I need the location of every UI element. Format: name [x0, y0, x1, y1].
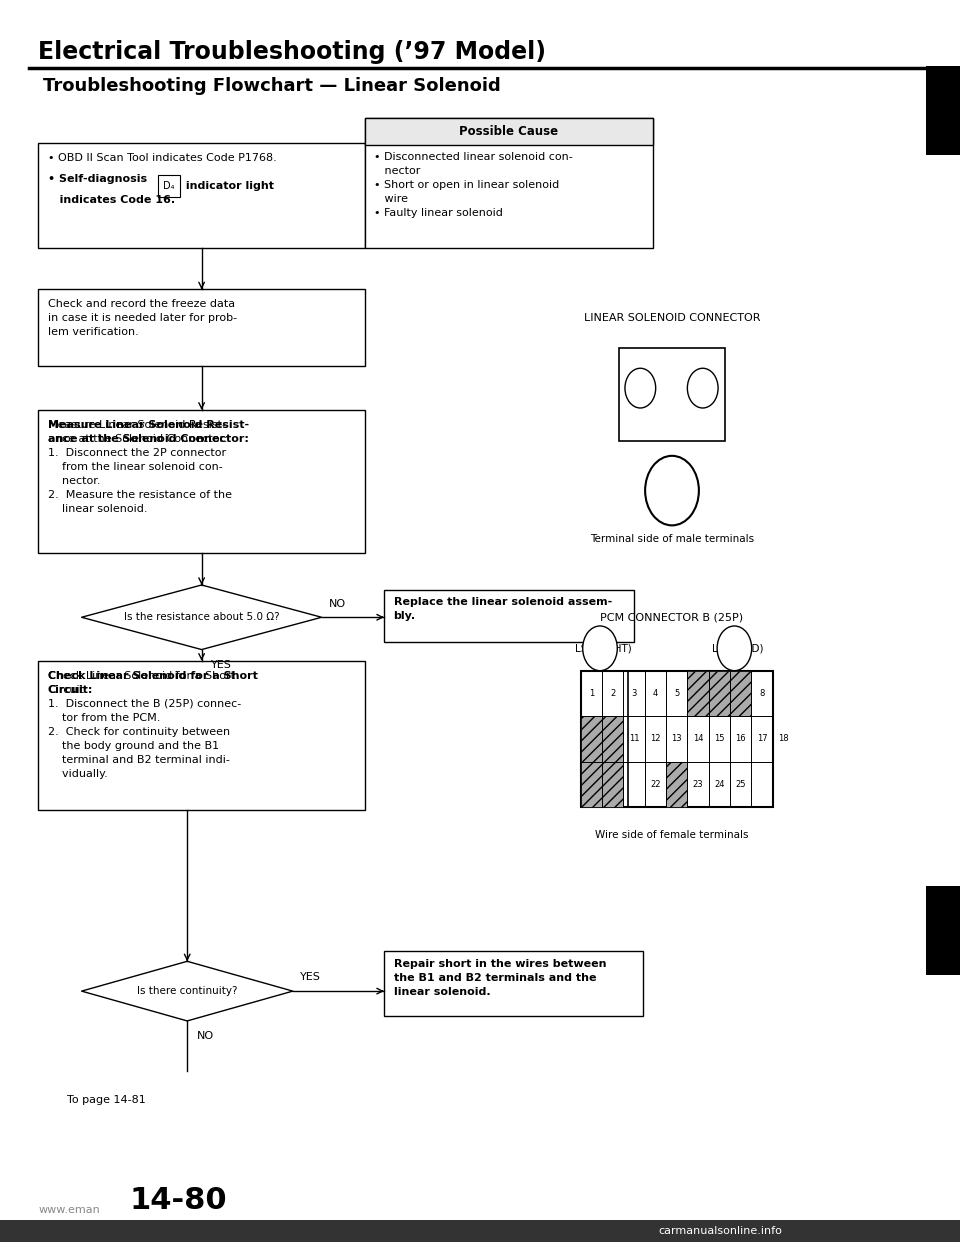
Text: LSM (WHT): LSM (WHT)	[574, 643, 632, 653]
Text: 8: 8	[759, 689, 765, 698]
Text: Ω: Ω	[730, 642, 739, 655]
Text: 2: 2	[611, 689, 615, 698]
Circle shape	[717, 626, 752, 671]
Text: 17: 17	[756, 734, 767, 744]
Text: carmanualsonline.info: carmanualsonline.info	[658, 1226, 782, 1236]
FancyBboxPatch shape	[384, 590, 634, 642]
Text: To page 14-81: To page 14-81	[67, 1095, 146, 1105]
Text: Is the resistance about 5.0 Ω?: Is the resistance about 5.0 Ω?	[124, 612, 279, 622]
Polygon shape	[82, 585, 322, 650]
Text: Check and record the freeze data
in case it is needed later for prob-
lem verifi: Check and record the freeze data in case…	[48, 299, 237, 338]
Circle shape	[645, 456, 699, 525]
Text: 12: 12	[650, 734, 660, 744]
FancyBboxPatch shape	[38, 661, 365, 810]
Text: 18: 18	[779, 734, 789, 744]
Bar	[0, 1220, 960, 1242]
Text: 5: 5	[674, 689, 680, 698]
Text: Measure Linear Solenoid Resist-
ance at the Solenoid Connector:
1.  Disconnect t: Measure Linear Solenoid Resist- ance at …	[48, 420, 232, 514]
Text: Wire side of female terminals: Wire side of female terminals	[595, 830, 749, 840]
Bar	[731, 671, 752, 717]
Text: Check Linear Solenoid for a Short
Circuit:
1.  Disconnect the B (25P) connec-
  : Check Linear Solenoid for a Short Circui…	[48, 671, 241, 779]
Polygon shape	[82, 961, 293, 1021]
Bar	[602, 761, 623, 807]
Text: 4: 4	[653, 689, 659, 698]
Bar	[581, 761, 602, 807]
Text: Troubleshooting Flowchart — Linear Solenoid: Troubleshooting Flowchart — Linear Solen…	[43, 77, 501, 94]
Text: indicator light: indicator light	[182, 181, 275, 191]
Text: 1: 1	[637, 383, 643, 394]
Text: www.eman: www.eman	[38, 1205, 100, 1215]
Text: 3: 3	[632, 689, 636, 698]
FancyBboxPatch shape	[619, 348, 725, 441]
Text: Electrical Troubleshooting (’97 Model): Electrical Troubleshooting (’97 Model)	[38, 40, 546, 63]
Text: YES: YES	[300, 972, 322, 982]
Text: NO: NO	[197, 1031, 214, 1041]
Bar	[926, 886, 960, 975]
FancyBboxPatch shape	[158, 175, 180, 197]
Bar	[602, 717, 623, 761]
Text: LINEAR SOLENOID CONNECTOR: LINEAR SOLENOID CONNECTOR	[584, 313, 760, 323]
Text: 11: 11	[629, 734, 639, 744]
Bar	[708, 671, 731, 717]
Text: • Self-diagnosis: • Self-diagnosis	[48, 174, 151, 184]
Text: YES: YES	[211, 660, 232, 669]
Text: PCM CONNECTOR B (25P): PCM CONNECTOR B (25P)	[600, 612, 744, 622]
Text: Is there continuity?: Is there continuity?	[137, 986, 237, 996]
Text: Replace the linear solenoid assem-
bly.: Replace the linear solenoid assem- bly.	[394, 597, 612, 621]
Text: 2: 2	[700, 383, 706, 394]
FancyBboxPatch shape	[384, 951, 643, 1016]
Text: Possible Cause: Possible Cause	[459, 125, 559, 138]
Text: 24: 24	[714, 780, 725, 789]
Text: D₄: D₄	[163, 181, 175, 191]
Text: LSP (RED): LSP (RED)	[711, 643, 763, 653]
Text: 25: 25	[735, 780, 746, 789]
Text: Repair short in the wires between
the B1 and B2 terminals and the
linear solenoi: Repair short in the wires between the B1…	[394, 959, 606, 997]
Text: Ω: Ω	[595, 642, 605, 655]
Text: 14-80: 14-80	[130, 1186, 228, 1215]
Text: 22: 22	[650, 780, 660, 789]
Bar	[581, 717, 602, 761]
Text: 23: 23	[693, 780, 704, 789]
Text: Terminal side of male terminals: Terminal side of male terminals	[590, 534, 754, 544]
FancyBboxPatch shape	[38, 143, 365, 248]
Bar	[666, 761, 687, 807]
Bar	[926, 66, 960, 155]
Text: Ω: Ω	[665, 482, 679, 499]
Text: 15: 15	[714, 734, 725, 744]
FancyBboxPatch shape	[581, 671, 773, 807]
Text: NO: NO	[329, 599, 347, 609]
FancyBboxPatch shape	[365, 118, 653, 145]
Text: 14: 14	[693, 734, 704, 744]
FancyBboxPatch shape	[38, 289, 365, 366]
FancyBboxPatch shape	[38, 410, 365, 553]
Bar	[687, 671, 708, 717]
Text: Check Linear Solenoid for a Short
Circuit:: Check Linear Solenoid for a Short Circui…	[48, 671, 258, 694]
Text: 1: 1	[588, 689, 594, 698]
Circle shape	[583, 626, 617, 671]
Text: 13: 13	[671, 734, 683, 744]
Text: Measure Linear Solenoid Resist-
ance at the Solenoid Connector:: Measure Linear Solenoid Resist- ance at …	[48, 420, 250, 443]
Text: 16: 16	[735, 734, 746, 744]
Circle shape	[687, 368, 718, 407]
Circle shape	[625, 368, 656, 407]
FancyBboxPatch shape	[365, 118, 653, 248]
Text: • Disconnected linear solenoid con-
   nector
• Short or open in linear solenoid: • Disconnected linear solenoid con- nect…	[374, 152, 573, 217]
Text: indicates Code 16.: indicates Code 16.	[48, 195, 175, 205]
Text: • OBD II Scan Tool indicates Code P1768.: • OBD II Scan Tool indicates Code P1768.	[48, 153, 276, 163]
